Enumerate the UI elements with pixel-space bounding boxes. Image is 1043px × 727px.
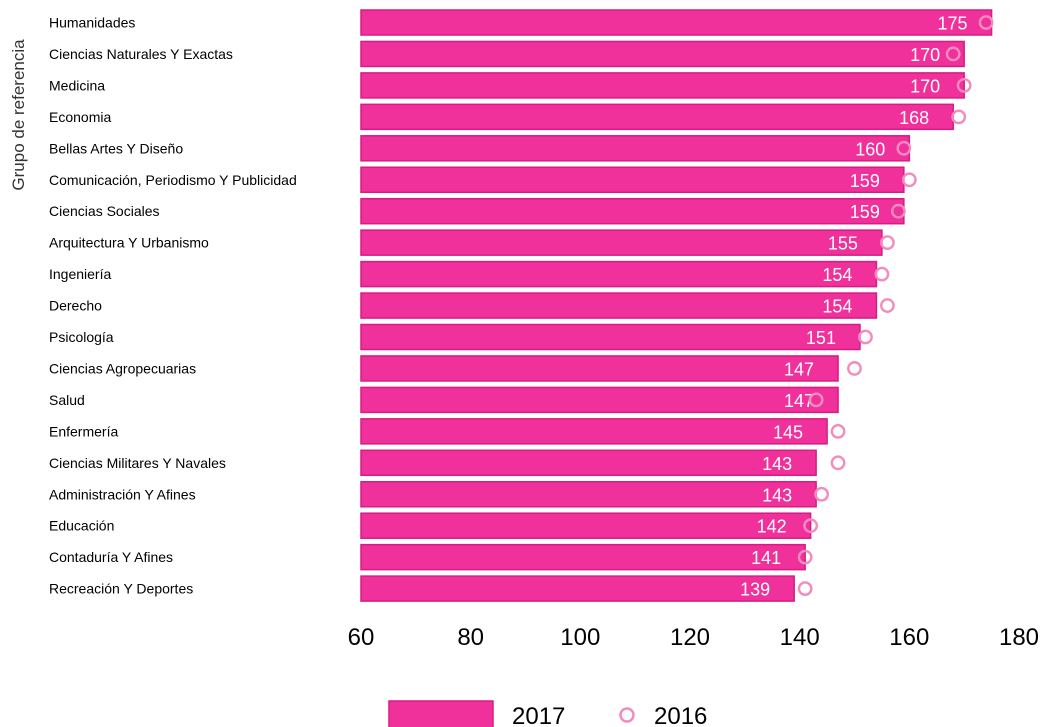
marker-2016	[901, 172, 917, 188]
bar-value-label: 139	[740, 580, 770, 600]
category-label: Economia	[49, 109, 111, 125]
marker-2016	[956, 78, 972, 93]
category-label: Comunicación, Periodismo Y Publicidad	[49, 172, 297, 188]
bar	[360, 418, 828, 445]
bar	[360, 355, 839, 382]
x-tick-label: 60	[348, 624, 375, 651]
bar-value-label: 154	[822, 265, 852, 285]
category-label: Medicina	[49, 77, 105, 93]
bar-value-label: 141	[751, 548, 781, 568]
category-labels: Humanidades Ciencias Naturales Y Exactas M…	[49, 15, 297, 597]
bar	[360, 292, 878, 319]
category-label: Ciencias Agropecuarias	[49, 360, 196, 376]
category-label: Derecho	[49, 298, 102, 314]
bar	[360, 575, 795, 602]
bar-value-label: 151	[806, 328, 836, 348]
bar-value-label: 170	[910, 45, 940, 65]
category-label: Ingeniería	[49, 266, 111, 282]
bar	[360, 166, 905, 193]
bar	[360, 481, 817, 508]
legend-label-2017: 2017	[512, 703, 565, 727]
category-label: Ciencias Naturales Y Exactas	[49, 46, 233, 62]
legend-swatch-2016	[619, 707, 635, 723]
bar	[360, 323, 861, 351]
bar-value-label: 143	[762, 485, 792, 505]
category-label: Enfermería	[49, 423, 118, 439]
bar-value-label: 145	[773, 422, 803, 442]
bar-value-label: 154	[822, 297, 852, 317]
marker-2016	[830, 455, 846, 471]
x-tick-label: 100	[560, 624, 600, 651]
category-label: Humanidades	[49, 15, 135, 31]
marker-2016	[808, 392, 824, 408]
bar-value-label: 147	[784, 391, 814, 411]
bar	[360, 135, 911, 162]
x-tick-label: 120	[670, 624, 710, 651]
bar-value-label: 168	[899, 108, 929, 128]
bar	[360, 512, 812, 539]
marker-2016	[978, 15, 994, 30]
bar	[360, 386, 839, 414]
category-label: Ciencias Sociales	[49, 203, 160, 219]
legend-label-2016: 2016	[654, 703, 707, 727]
bar	[360, 40, 965, 68]
marker-2016	[797, 581, 813, 596]
category-label: Recreación Y Deportes	[49, 581, 193, 597]
bar	[360, 72, 965, 99]
bars-2017	[360, 9, 993, 602]
marker-2016	[951, 109, 967, 125]
y-axis-label: Grupo de referencia	[9, 39, 28, 191]
bar-value-label: 143	[762, 454, 792, 474]
category-label: Ciencias Militares Y Navales	[49, 455, 226, 471]
bar-value-label: 142	[757, 517, 787, 537]
bar	[360, 197, 905, 225]
marker-2016	[945, 46, 961, 62]
marker-2016	[874, 266, 890, 282]
bar-value-label: 160	[855, 139, 885, 159]
category-label: Arquitectura Y Urbanismo	[49, 235, 209, 251]
marker-2016	[890, 203, 906, 219]
category-label: Administración Y Afines	[49, 486, 196, 502]
category-label: Bellas Artes Y Diseño	[49, 140, 183, 156]
x-tick-label: 80	[457, 624, 484, 651]
legend-swatch-2017	[388, 700, 494, 727]
bar-value-label: 159	[850, 202, 880, 222]
marker-2016	[880, 298, 895, 313]
x-tick-label: 160	[889, 624, 929, 651]
bar-value-label: 175	[938, 14, 968, 34]
x-axis-tick-labels: 60 80 100 120 140 160 180	[348, 624, 1039, 651]
bar	[360, 9, 993, 36]
marker-2016	[880, 235, 895, 251]
marker-2016	[814, 486, 829, 502]
category-label: Psicología	[49, 329, 114, 345]
marker-2016	[896, 140, 912, 156]
marker-2016	[797, 549, 813, 565]
marker-2016	[830, 423, 846, 439]
bar-value-label: 159	[850, 171, 880, 191]
marker-2016	[847, 361, 862, 376]
bar	[360, 543, 806, 571]
bar-value-label: 155	[828, 234, 858, 254]
x-tick-label: 180	[999, 624, 1039, 651]
marker-2016	[858, 329, 873, 345]
bar-value-label: 147	[784, 359, 814, 379]
category-label: Contaduría Y Afines	[49, 549, 173, 565]
category-label: Salud	[49, 392, 85, 408]
bar-value-label: 170	[910, 76, 940, 96]
marker-2016	[803, 518, 819, 534]
value-labels-2017: 175 170 170 168 160 159 159 155 154 154 151 147 147 1…	[740, 14, 967, 600]
x-tick-label: 140	[780, 624, 820, 651]
bar	[360, 260, 878, 288]
category-label: Educación	[49, 518, 114, 534]
markers-2016	[797, 15, 994, 596]
bar	[360, 103, 954, 131]
bar	[360, 229, 883, 256]
bar	[360, 449, 817, 477]
legend: 2017 2016	[388, 700, 707, 727]
